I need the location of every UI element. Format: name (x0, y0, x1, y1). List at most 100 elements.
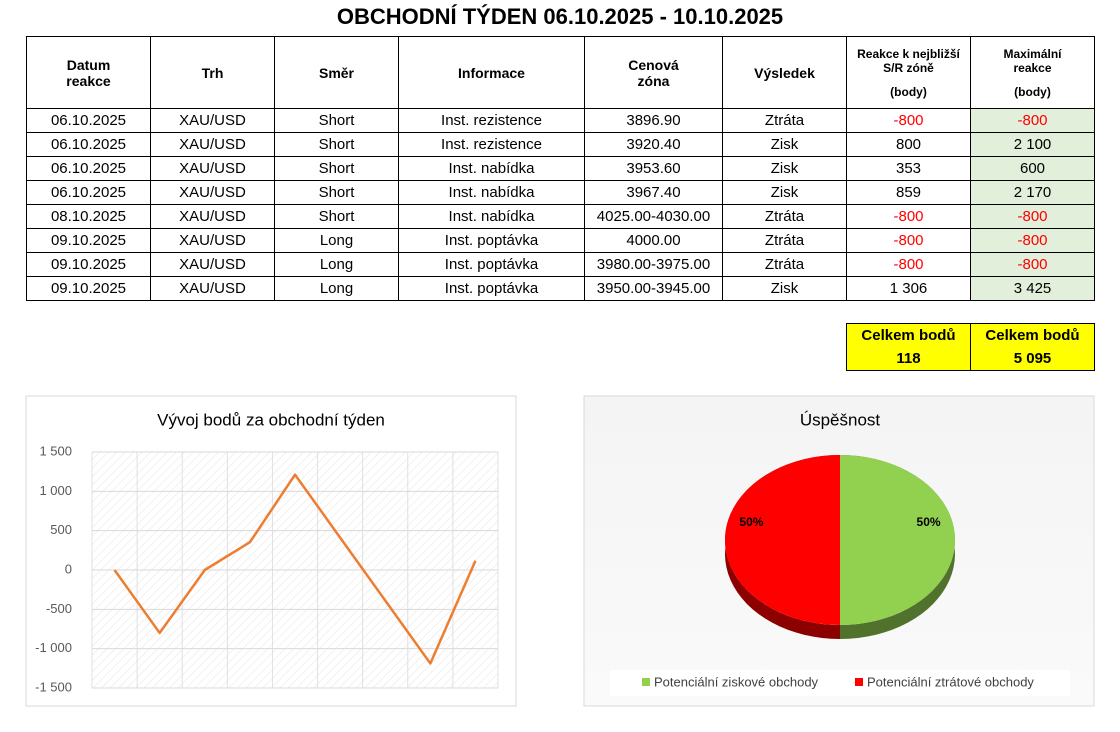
cell: 859 (846, 180, 971, 205)
header-line: reakce (66, 72, 111, 89)
cell: 09.10.2025 (26, 276, 151, 301)
chart-title: Úspěšnost (800, 410, 881, 429)
cell: 1 306 (846, 276, 971, 301)
header-cell: Datum reakce (26, 36, 151, 109)
y-tick-label: -500 (46, 601, 72, 616)
cell: Zisk (722, 276, 847, 301)
cell: Zisk (722, 180, 847, 205)
cell: XAU/USD (150, 108, 275, 133)
cell: 600 (970, 156, 1095, 181)
total-value: 5 095 (970, 347, 1095, 371)
legend-box (610, 670, 1070, 696)
legend-swatch (855, 678, 863, 686)
header-line: Směr (318, 64, 355, 81)
cell: Inst. nabídka (398, 180, 585, 205)
cell: 3896.90 (584, 108, 723, 133)
cell: Zisk (722, 132, 847, 157)
header-line: (body) (1014, 84, 1051, 99)
legend-swatch (642, 678, 650, 686)
header-line: Výsledek (754, 64, 815, 81)
y-tick-label: 0 (65, 561, 72, 576)
data-label: 50% (739, 515, 763, 529)
cell: XAU/USD (150, 132, 275, 157)
header-cell: Reakce k nejbližší S/R zóně (body) (846, 36, 971, 109)
header-cell: Informace (398, 36, 585, 109)
chart-title: Vývoj bodů za obchodní týden (157, 410, 385, 429)
header-line: Trh (201, 64, 224, 81)
y-tick-label: -1 500 (35, 679, 72, 694)
cell: Inst. nabídka (398, 156, 585, 181)
page-title: OBCHODNÍ TÝDEN 06.10.2025 - 10.10.2025 (336, 4, 784, 29)
total-label: Celkem bodů (846, 323, 971, 347)
pie-slice (840, 455, 955, 625)
legend-label: Potenciální ztrátové obchody (867, 674, 1034, 689)
header-line: S/R zóně (883, 60, 934, 75)
header-line: Maximální (1003, 46, 1062, 61)
data-row: 08.10.2025 XAU/USD Short Inst. nabídka 4025.… (26, 204, 1095, 229)
line-series (113, 473, 477, 665)
cell: 06.10.2025 (26, 156, 151, 181)
header-cell: Maximální reakce (body) (970, 36, 1095, 109)
y-tick-label: 500 (50, 522, 72, 537)
header-cell: Cenová zóna (584, 36, 723, 109)
y-tick-label: -1 000 (35, 640, 72, 655)
cell: Short (274, 132, 399, 157)
data-row: 06.10.2025 XAU/USD Short Inst. rezistence 38… (26, 108, 1095, 133)
cell: 06.10.2025 (26, 108, 151, 133)
cell: 08.10.2025 (26, 204, 151, 229)
cell: 4000.00 (584, 228, 723, 253)
data-row: 09.10.2025 XAU/USD Long Inst. poptávka 3980.… (26, 252, 1095, 277)
cell: Inst. rezistence (398, 108, 585, 133)
cell: Long (274, 252, 399, 277)
cell: Inst. poptávka (398, 276, 585, 301)
header-line: zóna (637, 72, 670, 89)
totals-table: Celkem bodů Celkem bodů 118 5 095 (846, 323, 1095, 371)
trades-table: Datum reakce Trh Směr Informace Cenová zóna Výs… (26, 36, 1095, 301)
cell: 3920.40 (584, 132, 723, 157)
y-tick-label: 1 500 (39, 443, 72, 458)
cell: Short (274, 180, 399, 205)
data-label: 50% (917, 515, 941, 529)
cell: 06.10.2025 (26, 132, 151, 157)
cell: 09.10.2025 (26, 228, 151, 253)
cell: -800 (970, 252, 1095, 277)
cell: 3950.00-3945.00 (584, 276, 723, 301)
pie-slice (725, 455, 840, 625)
data-row: 09.10.2025 XAU/USD Long Inst. poptávka 4000.… (26, 228, 1095, 253)
totals-row: 118 5 095 (846, 347, 1095, 371)
data-row: 06.10.2025 XAU/USD Short Inst. rezistence 39… (26, 132, 1095, 157)
data-row: 06.10.2025 XAU/USD Short Inst. nabídka 3953.… (26, 156, 1095, 181)
cell: 2 100 (970, 132, 1095, 157)
cell: XAU/USD (150, 204, 275, 229)
header-line: Datum (66, 56, 111, 73)
header-row: Datum reakce Trh Směr Informace Cenová zóna Výs… (26, 36, 1095, 109)
header-line: Reakce k nejbližší (857, 46, 960, 61)
data-row: 09.10.2025 XAU/USD Long Inst. poptávka 3950.… (26, 276, 1095, 301)
cell: 3967.40 (584, 180, 723, 205)
cell: Inst. rezistence (398, 132, 585, 157)
cell: Inst. poptávka (398, 228, 585, 253)
legend-label: Potenciální ziskové obchody (654, 674, 819, 689)
header-line: reakce (1013, 60, 1052, 75)
total-label: Celkem bodů (970, 323, 1095, 347)
cell: Ztráta (722, 204, 847, 229)
cell: Inst. nabídka (398, 204, 585, 229)
header-line: (body) (890, 84, 927, 99)
cell: Ztráta (722, 228, 847, 253)
y-tick-label: 1 000 (39, 483, 72, 498)
header-line: Informace (458, 64, 525, 81)
totals-row: Celkem bodů Celkem bodů (846, 323, 1095, 347)
header-cell: Výsledek (722, 36, 847, 109)
cell: XAU/USD (150, 276, 275, 301)
cell: 3 425 (970, 276, 1095, 301)
header-line: Cenová (628, 56, 679, 73)
cell: Long (274, 228, 399, 253)
cell: Ztráta (722, 252, 847, 277)
cell: -800 (970, 108, 1095, 133)
cell: XAU/USD (150, 156, 275, 181)
cell: Zisk (722, 156, 847, 181)
cell: -800 (970, 204, 1095, 229)
cell: Short (274, 108, 399, 133)
